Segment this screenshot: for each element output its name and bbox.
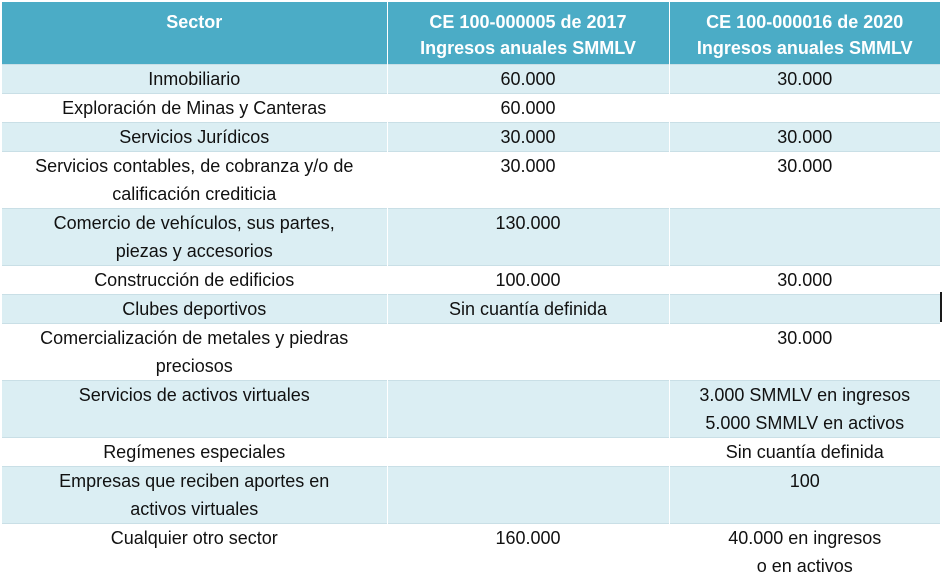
table-row: Exploración de Minas y Canteras 60.000	[2, 94, 940, 123]
header-row: Sector CE 100-000005 de 2017 Ingresos an…	[2, 2, 940, 65]
cell-ce-2020-text: Sin cuantía definida	[674, 438, 937, 466]
header-ce-2020: CE 100-000016 de 2020 Ingresos anuales S…	[669, 2, 940, 65]
cell-ce-2020-text: 30.000	[674, 266, 937, 294]
cell-ce-2020-text: 40.000 en ingresos	[674, 524, 937, 552]
cell-ce-2020-text: 30.000	[674, 152, 937, 180]
table-row: Clubes deportivos Sin cuantía definida	[2, 295, 940, 324]
cell-sector-text: Comercialización de metales y piedras	[6, 324, 383, 352]
cell-ce-2017: Sin cuantía definida	[387, 295, 669, 324]
cell-sector: Cualquier otro sector	[2, 524, 387, 580]
cell-ce-2020-text: 5.000 SMMLV en activos	[674, 409, 937, 437]
cell-ce-2017: 60.000	[387, 65, 669, 94]
table-row: Comercio de vehículos, sus partes,piezas…	[2, 209, 940, 266]
cell-ce-2017-text: 130.000	[392, 209, 665, 237]
table-row: Regímenes especiales Sin cuantía definida	[2, 438, 940, 467]
header-ce-2017-subtitle: Ingresos anuales SMMLV	[392, 35, 665, 61]
cell-ce-2017-text: 100.000	[392, 266, 665, 294]
cell-sector-text: calificación crediticia	[6, 180, 383, 208]
cell-ce-2017: 30.000	[387, 152, 669, 209]
cell-ce-2020: 30.000	[669, 266, 940, 295]
cell-sector: Regímenes especiales	[2, 438, 387, 467]
cell-sector: Servicios de activos virtuales	[2, 381, 387, 438]
header-ce-2017: CE 100-000005 de 2017 Ingresos anuales S…	[387, 2, 669, 65]
cell-ce-2017	[387, 438, 669, 467]
table-row: Servicios Jurídicos 30.000 30.000	[2, 123, 940, 152]
cell-ce-2020	[669, 94, 940, 123]
cell-sector-text: Servicios Jurídicos	[6, 123, 383, 151]
cell-ce-2017-text: Sin cuantía definida	[392, 295, 665, 323]
cell-sector-text: Inmobiliario	[6, 65, 383, 93]
header-sector-label: Sector	[6, 9, 383, 35]
cell-ce-2020: 30.000	[669, 123, 940, 152]
cell-ce-2017-text: 30.000	[392, 152, 665, 180]
cell-sector-text: Exploración de Minas y Canteras	[6, 94, 383, 122]
header-sector: Sector	[2, 2, 387, 65]
cell-sector-text: Servicios de activos virtuales	[6, 381, 383, 409]
cell-ce-2017-text: 60.000	[392, 65, 665, 93]
cell-ce-2017	[387, 324, 669, 381]
cell-sector-text: Servicios contables, de cobranza y/o de	[6, 152, 383, 180]
cell-ce-2020-text: 3.000 SMMLV en ingresos	[674, 381, 937, 409]
cell-ce-2020: 30.000	[669, 152, 940, 209]
cell-ce-2020: 30.000	[669, 65, 940, 94]
cell-ce-2020: Sin cuantía definida	[669, 438, 940, 467]
cell-ce-2020-text: 100	[674, 467, 937, 495]
cell-ce-2020-text: 30.000	[674, 123, 937, 151]
cell-ce-2020	[669, 209, 940, 266]
cell-sector-text: Empresas que reciben aportes en	[6, 467, 383, 495]
cell-ce-2020-text: 30.000	[674, 65, 937, 93]
table-row: Inmobiliario 60.000 30.000	[2, 65, 940, 94]
cell-ce-2017: 60.000	[387, 94, 669, 123]
header-ce-2017-title: CE 100-000005 de 2017	[392, 9, 665, 35]
cell-ce-2017: 130.000	[387, 209, 669, 266]
table-row: Construcción de edificios 100.000 30.000	[2, 266, 940, 295]
header-ce-2020-subtitle: Ingresos anuales SMMLV	[674, 35, 937, 61]
cell-ce-2017: 160.000	[387, 524, 669, 580]
cell-sector-text: Cualquier otro sector	[6, 524, 383, 552]
cell-sector: Comercio de vehículos, sus partes,piezas…	[2, 209, 387, 266]
cell-ce-2017-text: 60.000	[392, 94, 665, 122]
header-ce-2020-title: CE 100-000016 de 2020	[674, 9, 937, 35]
cell-sector-text: Comercio de vehículos, sus partes,	[6, 209, 383, 237]
cell-sector-text: Clubes deportivos	[6, 295, 383, 323]
cell-sector: Clubes deportivos	[2, 295, 387, 324]
cell-ce-2017-text: 30.000	[392, 123, 665, 151]
edge-mark	[940, 292, 942, 322]
cell-sector-text: piezas y accesorios	[6, 237, 383, 265]
cell-ce-2017	[387, 381, 669, 438]
cell-sector: Exploración de Minas y Canteras	[2, 94, 387, 123]
table-row: Servicios de activos virtuales 3.000 SMML…	[2, 381, 940, 438]
cell-sector-text: Regímenes especiales	[6, 438, 383, 466]
cell-ce-2020	[669, 295, 940, 324]
cell-sector-text: activos virtuales	[6, 495, 383, 523]
cell-ce-2020: 30.000	[669, 324, 940, 381]
cell-sector-text: Construcción de edificios	[6, 266, 383, 294]
cell-ce-2017-text: 160.000	[392, 524, 665, 552]
cell-ce-2017	[387, 467, 669, 524]
cell-ce-2017: 100.000	[387, 266, 669, 295]
cell-ce-2020: 100	[669, 467, 940, 524]
cell-ce-2017: 30.000	[387, 123, 669, 152]
cell-ce-2020-text: o en activos	[674, 552, 937, 580]
cell-sector: Inmobiliario	[2, 65, 387, 94]
cell-sector-text: preciosos	[6, 352, 383, 380]
cell-sector: Construcción de edificios	[2, 266, 387, 295]
cell-ce-2020-text: 30.000	[674, 324, 937, 352]
cell-sector: Servicios Jurídicos	[2, 123, 387, 152]
